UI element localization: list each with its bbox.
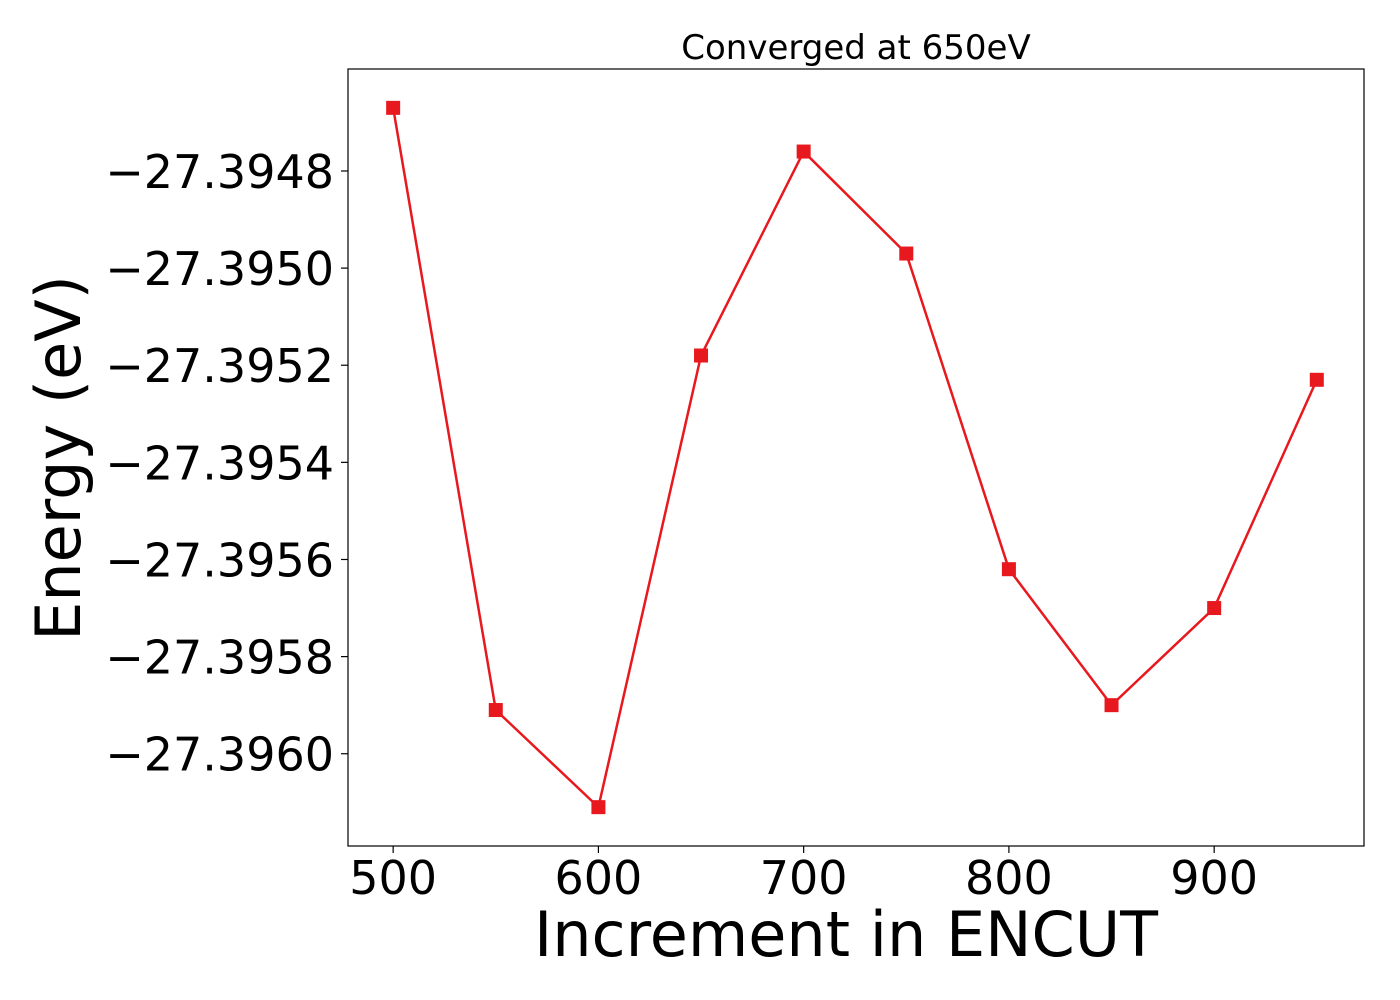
chart-title: Converged at 650eV — [681, 28, 1030, 68]
data-point-marker — [1104, 698, 1119, 713]
data-point-marker — [488, 703, 503, 718]
data-point-marker — [1207, 601, 1222, 616]
y-tick-label: −27.3952 — [105, 339, 334, 393]
x-tick-label: 500 — [349, 851, 437, 905]
x-tick-label: 800 — [965, 851, 1053, 905]
x-tick-label: 700 — [760, 851, 848, 905]
axes: 500 600 700 800 900 −27.3948 −27.3950 −27.3952 −… — [105, 145, 1258, 905]
plot-area — [386, 100, 1324, 815]
y-tick-label: −27.3950 — [105, 242, 334, 296]
data-point-marker — [386, 100, 401, 115]
data-point-marker — [694, 348, 709, 363]
y-tick-label: −27.3954 — [105, 436, 334, 490]
y-tick-label: −27.3960 — [105, 728, 334, 782]
data-point-marker — [1309, 372, 1324, 387]
y-tick-label: −27.3956 — [105, 533, 334, 587]
data-point-marker — [1001, 562, 1016, 577]
data-point-marker — [796, 144, 811, 159]
y-axis-label: Energy (eV) — [22, 275, 95, 641]
data-point-marker — [591, 800, 606, 815]
x-axis-label: Increment in ENCUT — [534, 898, 1159, 971]
plot-frame — [347, 68, 1365, 847]
x-tick-label: 900 — [1170, 851, 1258, 905]
data-point-marker — [899, 246, 914, 261]
series-line — [391, 107, 1318, 809]
x-tick-label: 600 — [555, 851, 643, 905]
y-tick-label: −27.3958 — [105, 631, 334, 685]
y-tick-label: −27.3948 — [105, 145, 334, 199]
